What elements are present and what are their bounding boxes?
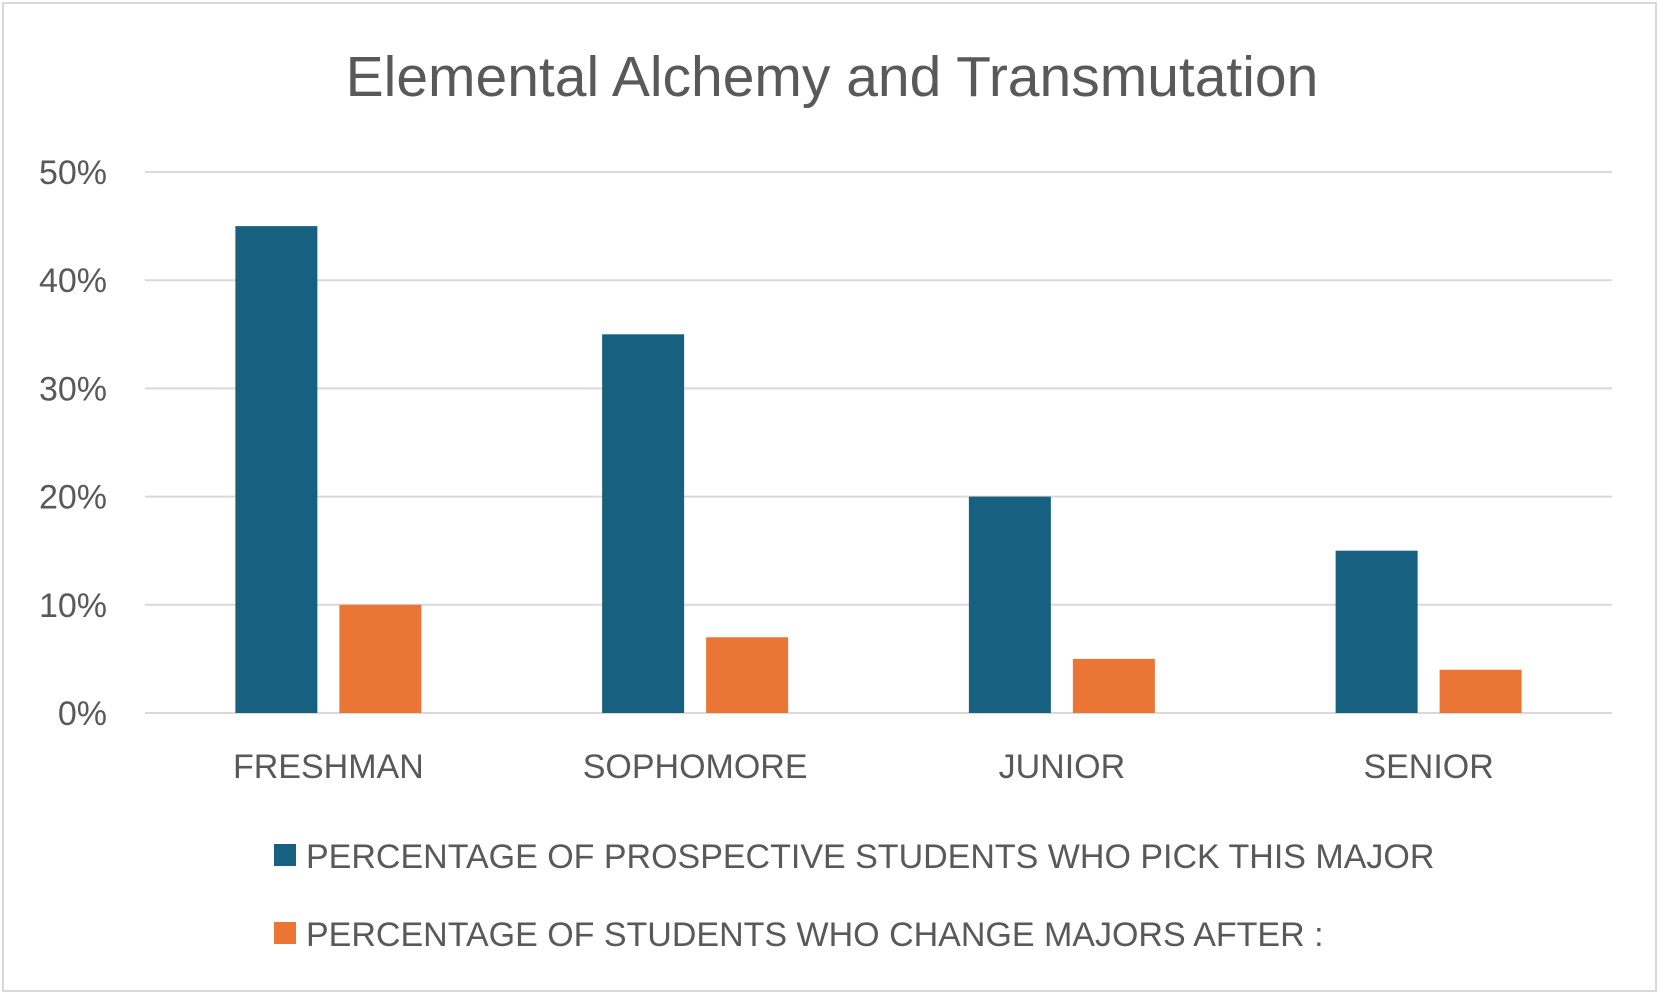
legend-swatch (274, 844, 296, 866)
bar-change-major-freshman (339, 604, 422, 713)
x-category-label: SENIOR (1363, 748, 1493, 786)
bar-change-major-sophomore (706, 637, 789, 713)
x-category-label: SOPHOMORE (583, 748, 808, 786)
legend-label: PERCENTAGE OF STUDENTS WHO CHANGE MAJORS… (306, 916, 1324, 954)
legend-label: PERCENTAGE OF PROSPECTIVE STUDENTS WHO P… (306, 838, 1434, 876)
x-axis-category-labels: FRESHMAN SOPHOMORE JUNIOR SENIOR (233, 748, 1494, 786)
y-tick-label: 0% (58, 695, 107, 733)
y-tick-label: 10% (39, 587, 107, 625)
y-tick-label: 50% (39, 154, 107, 192)
y-axis-tick-labels: 0% 10% 20% 30% 40% 50% (39, 154, 107, 733)
y-tick-label: 30% (39, 370, 107, 408)
bars (235, 226, 1522, 713)
chart-title: Elemental Alchemy and Transmutation (346, 45, 1319, 109)
bar-change-major-junior (1072, 658, 1155, 713)
bar-change-major-senior (1439, 669, 1522, 713)
y-tick-label: 40% (39, 262, 107, 300)
x-category-label: JUNIOR (999, 748, 1126, 786)
bar-pick-major-freshman (235, 226, 318, 713)
legend-swatch (274, 922, 296, 944)
bar-pick-major-sophomore (602, 334, 685, 713)
bar-pick-major-junior (968, 496, 1051, 713)
legend: PERCENTAGE OF PROSPECTIVE STUDENTS WHO P… (274, 838, 1434, 954)
y-tick-label: 20% (39, 479, 107, 517)
x-category-label: FRESHMAN (233, 748, 424, 786)
bar-pick-major-senior (1335, 550, 1418, 713)
